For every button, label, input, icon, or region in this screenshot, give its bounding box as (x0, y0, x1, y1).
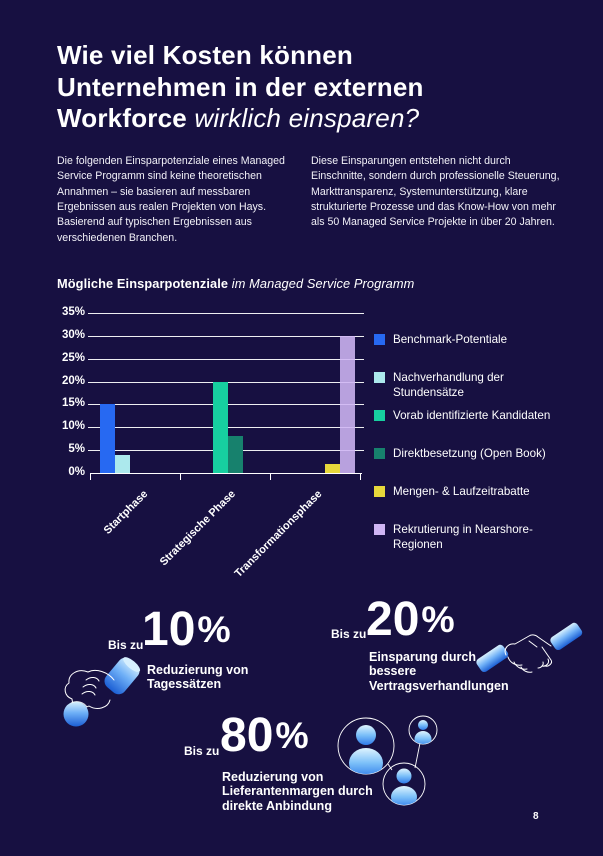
legend-swatch (374, 448, 385, 459)
x-axis-label: Strategische Phase (157, 488, 238, 569)
bar-nachverhandlung-der-stundens-tze (115, 454, 130, 473)
stat2-caption: Einsparung durch bessere Vertragsverhand… (369, 650, 509, 693)
stat3-number: 80 (220, 709, 274, 762)
stat2-value: 20% (366, 596, 455, 644)
stat3-caption: Reduzierung von Lieferantenmargen durch … (222, 770, 373, 813)
chart-title-italic: im Managed Service Programm (228, 276, 415, 291)
page-title: Wie viel Kosten können Unternehmen in de… (57, 40, 537, 135)
people-network-icon (337, 715, 438, 806)
legend-swatch (374, 486, 385, 497)
stat3-value: 80% (220, 712, 309, 760)
title-line-3-bold: Workforce (57, 103, 187, 134)
stat2-percent-sign: % (421, 597, 455, 640)
stat3-prefix: Bis zu (184, 744, 220, 758)
legend-swatch (374, 372, 385, 383)
gridline (88, 313, 364, 314)
axis-tick (90, 473, 92, 480)
legend-item: Benchmark-Potentiale (374, 332, 574, 370)
bar-vorab-identifizierte-kandidaten (213, 381, 228, 473)
y-axis-label: 25% (61, 351, 85, 364)
stat1-prefix: Bis zu (108, 638, 144, 652)
legend-item: Rekrutierung in Nearshore-Regionen (374, 522, 574, 560)
bar-chart: Mögliche Einsparpotenziale im Managed Se… (57, 276, 577, 580)
handshake-icon (476, 622, 583, 673)
stat1-percent-sign: % (197, 607, 231, 650)
legend-label: Rekrutierung in Nearshore-Regionen (393, 523, 533, 552)
page-number: 8 (533, 811, 539, 822)
legend-swatch (374, 524, 385, 535)
gridline (88, 358, 364, 360)
axis-tick (180, 473, 182, 480)
bar-mengen-laufzeitrabatte (325, 463, 340, 473)
legend-item: Direktbesetzung (Open Book) (374, 446, 574, 484)
bar-benchmark-potentiale (100, 404, 115, 473)
chart-legend: Benchmark-Potentiale Nachverhandlung der … (374, 332, 574, 560)
y-axis-label: 20% (61, 374, 85, 387)
stat1-caption: Reduzierung von Tagessätzen (147, 663, 249, 692)
legend-label: Direktbesetzung (Open Book) (393, 447, 546, 460)
x-axis-label: Transformationsphase (232, 488, 325, 580)
x-axis-label: Startphase (101, 488, 151, 537)
axis-tick (270, 473, 272, 480)
stat2-prefix: Bis zu (331, 627, 367, 641)
intro-paragraph-right: Diese Einsparungen entstehen nicht durch… (311, 155, 560, 229)
legend-label: Nachverhandlung der Stundensätze (393, 371, 504, 400)
y-axis-label: 5% (68, 443, 85, 456)
axis-tick (360, 473, 362, 480)
y-axis-label: 15% (61, 397, 85, 410)
title-line-2: Unternehmen in der externen (57, 71, 424, 102)
chart-title-bold: Mögliche Einsparpotenziale (57, 276, 229, 291)
title-line-3-italic: wirklich einsparen? (194, 103, 420, 134)
intro-paragraph-left: Die folgenden Einsparpotenziale eines Ma… (57, 155, 285, 244)
legend-item: Nachverhandlung der Stundensätze (374, 370, 574, 408)
y-axis-label: 0% (68, 466, 85, 478)
y-axis-label: 30% (61, 328, 85, 341)
stat2-number: 20 (366, 593, 420, 646)
hand-coin-icon (63, 657, 141, 727)
legend-swatch (374, 410, 385, 421)
stat1-value: 10% (142, 606, 231, 654)
stat3-percent-sign: % (275, 713, 309, 756)
bar-rekrutierung-in-nearshore-regionen (340, 335, 355, 473)
bar-direktbesetzung-open-book- (228, 436, 243, 473)
y-axis-label: 35% (61, 306, 85, 318)
y-axis-label: 10% (61, 420, 85, 433)
x-axis-line (90, 472, 362, 474)
legend-item: Mengen- & Laufzeitrabatte (374, 484, 574, 522)
legend-label: Vorab identifizierte Kandidaten (393, 409, 551, 422)
chart-plot (88, 313, 364, 480)
title-line-1: Wie viel Kosten können (57, 40, 353, 70)
gridline (88, 335, 364, 337)
legend-swatch (374, 334, 385, 345)
legend-label: Benchmark-Potentiale (393, 333, 508, 346)
chart-title: Mögliche Einsparpotenziale im Managed Se… (57, 276, 577, 291)
legend-label: Mengen- & Laufzeitrabatte (393, 485, 530, 498)
legend-item: Vorab identifizierte Kandidaten (374, 408, 574, 446)
stat1-number: 10 (142, 603, 196, 656)
